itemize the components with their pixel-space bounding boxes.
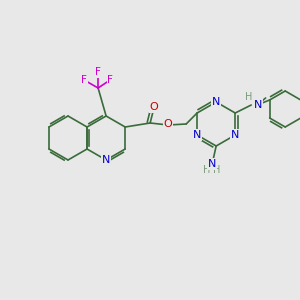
Text: N: N [212, 97, 220, 107]
Text: F: F [81, 75, 87, 85]
Text: N: N [208, 159, 216, 169]
Text: O: O [150, 102, 158, 112]
Text: N: N [231, 130, 239, 140]
Text: N: N [102, 155, 110, 165]
Text: O: O [164, 119, 172, 129]
Text: H: H [214, 165, 221, 175]
Text: H: H [203, 165, 211, 175]
Text: F: F [95, 67, 101, 77]
Text: H: H [244, 92, 252, 102]
Text: N: N [193, 130, 201, 140]
Text: N: N [254, 100, 262, 110]
Text: F: F [107, 75, 113, 85]
